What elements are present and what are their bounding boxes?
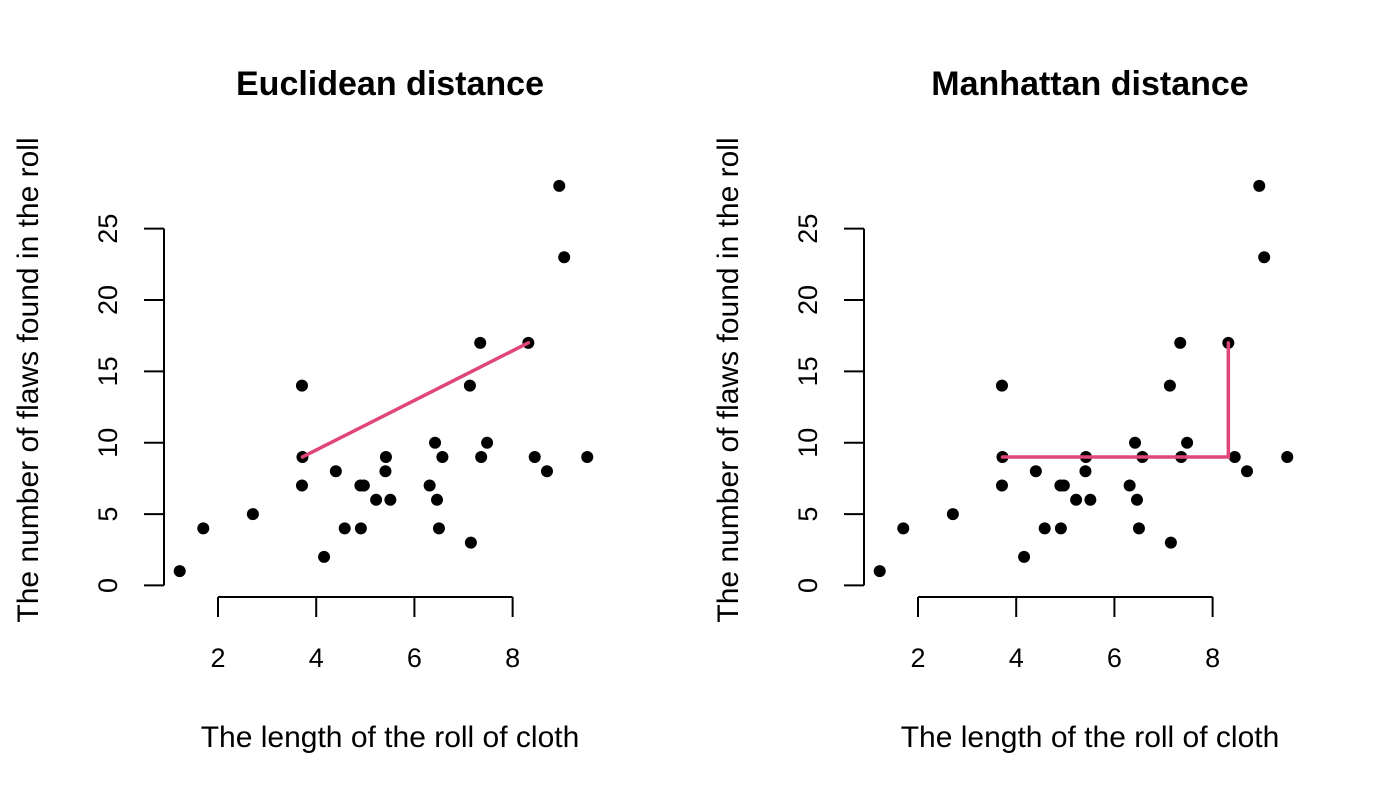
y-tick-label: 0 xyxy=(93,578,123,593)
data-point xyxy=(946,508,959,521)
data-point xyxy=(318,550,331,563)
data-point xyxy=(384,493,397,506)
data-point xyxy=(1253,179,1266,192)
data-point xyxy=(379,450,392,463)
x-axis-label: The length of the roll of cloth xyxy=(201,721,580,754)
y-tick-label: 0 xyxy=(793,578,823,593)
data-point xyxy=(1129,436,1142,449)
x-axis-label: The length of the roll of cloth xyxy=(901,721,1280,754)
data-point xyxy=(553,179,566,192)
y-tick-label: 25 xyxy=(93,214,123,244)
panel-euclidean: Euclidean distance The length of the rol… xyxy=(12,65,594,754)
data-point xyxy=(429,436,442,449)
y-tick-label: 5 xyxy=(793,507,823,522)
data-point xyxy=(1181,436,1194,449)
x-tick-label: 2 xyxy=(210,643,225,673)
data-point xyxy=(995,379,1008,392)
data-point xyxy=(995,479,1008,492)
data-point xyxy=(436,450,449,463)
data-point xyxy=(581,450,594,463)
x-tick-label: 6 xyxy=(1107,643,1122,673)
x-tick-label: 8 xyxy=(1205,643,1220,673)
panel-manhattan: Manhattan distance The length of the rol… xyxy=(712,65,1294,754)
y-tick-label: 10 xyxy=(793,428,823,458)
data-point xyxy=(897,522,910,535)
y-tick-label: 20 xyxy=(793,285,823,315)
data-point xyxy=(1131,493,1144,506)
y-tick-label: 25 xyxy=(793,214,823,244)
data-point xyxy=(295,379,308,392)
data-point xyxy=(1164,536,1177,549)
y-tick-label: 5 xyxy=(93,507,123,522)
y-tick-label: 20 xyxy=(93,285,123,315)
data-point xyxy=(1123,479,1136,492)
data-point xyxy=(1174,336,1187,349)
data-point xyxy=(1084,493,1097,506)
data-point xyxy=(1070,493,1083,506)
data-point xyxy=(463,379,476,392)
x-tick-label: 4 xyxy=(1009,643,1024,673)
y-axis-label: The number of flaws found in the roll xyxy=(12,137,45,622)
chart-title: Euclidean distance xyxy=(236,65,544,103)
data-point xyxy=(481,436,494,449)
data-point xyxy=(1132,522,1145,535)
distance-line xyxy=(300,341,531,459)
data-point xyxy=(1258,251,1271,264)
data-point xyxy=(357,479,370,492)
data-point xyxy=(1029,465,1042,478)
data-point xyxy=(295,479,308,492)
data-point xyxy=(540,465,553,478)
y-tick-label: 10 xyxy=(93,428,123,458)
x-tick-label: 4 xyxy=(309,643,324,673)
data-point xyxy=(528,450,541,463)
x-tick-label: 2 xyxy=(910,643,925,673)
data-point xyxy=(246,508,259,521)
data-point xyxy=(423,479,436,492)
data-point xyxy=(1079,465,1092,478)
x-tick-label: 8 xyxy=(505,643,520,673)
y-tick-label: 15 xyxy=(93,356,123,386)
data-point xyxy=(1018,550,1031,563)
data-point xyxy=(475,450,488,463)
data-point xyxy=(1281,450,1294,463)
data-point xyxy=(431,493,444,506)
data-point xyxy=(1163,379,1176,392)
data-point xyxy=(197,522,210,535)
data-point xyxy=(1240,465,1253,478)
data-point xyxy=(379,465,392,478)
data-point xyxy=(1038,522,1051,535)
data-point xyxy=(329,465,342,478)
data-point xyxy=(464,536,477,549)
data-point xyxy=(474,336,487,349)
data-point xyxy=(354,522,367,535)
distance-line xyxy=(1000,341,1231,459)
data-point xyxy=(873,565,886,578)
data-point xyxy=(173,565,186,578)
y-tick-label: 15 xyxy=(793,356,823,386)
data-point xyxy=(370,493,383,506)
data-point xyxy=(432,522,445,535)
data-point xyxy=(1228,450,1241,463)
chart-title: Manhattan distance xyxy=(931,65,1248,103)
data-point xyxy=(558,251,571,264)
y-axis-label: The number of flaws found in the roll xyxy=(712,137,745,622)
data-point xyxy=(1054,522,1067,535)
data-point xyxy=(1057,479,1070,492)
data-point xyxy=(338,522,351,535)
x-tick-label: 6 xyxy=(407,643,422,673)
